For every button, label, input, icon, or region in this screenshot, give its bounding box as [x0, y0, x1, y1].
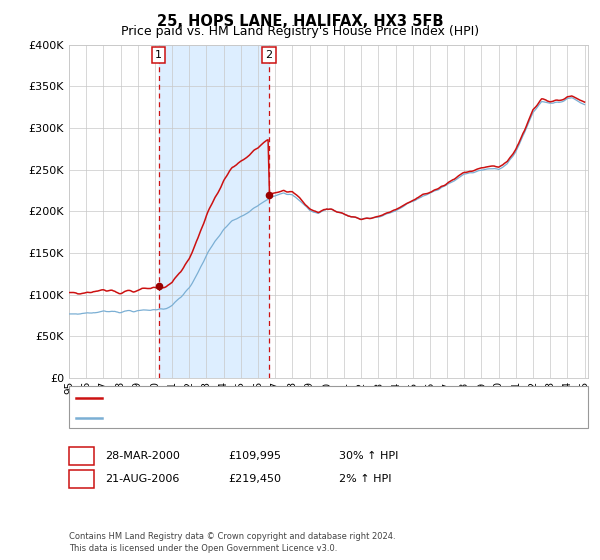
- Text: 1: 1: [78, 451, 85, 461]
- Bar: [159, 45, 269, 378]
- Text: 21-AUG-2006: 21-AUG-2006: [105, 474, 179, 484]
- Text: HPI: Average price, detached house, Calderdale: HPI: Average price, detached house, Cald…: [106, 413, 355, 423]
- Text: £219,450: £219,450: [228, 474, 281, 484]
- Text: 25, HOPS LANE, HALIFAX, HX3 5FB (detached house): 25, HOPS LANE, HALIFAX, HX3 5FB (detache…: [106, 393, 381, 403]
- Text: 28-MAR-2000: 28-MAR-2000: [105, 451, 180, 461]
- Text: 2% ↑ HPI: 2% ↑ HPI: [339, 474, 391, 484]
- Text: £109,995: £109,995: [228, 451, 281, 461]
- Text: 1: 1: [155, 50, 162, 60]
- Text: 25, HOPS LANE, HALIFAX, HX3 5FB: 25, HOPS LANE, HALIFAX, HX3 5FB: [157, 14, 443, 29]
- Text: 2: 2: [78, 474, 85, 484]
- Text: 30% ↑ HPI: 30% ↑ HPI: [339, 451, 398, 461]
- Text: Price paid vs. HM Land Registry's House Price Index (HPI): Price paid vs. HM Land Registry's House …: [121, 25, 479, 38]
- Text: 2: 2: [265, 50, 272, 60]
- Text: Contains HM Land Registry data © Crown copyright and database right 2024.
This d: Contains HM Land Registry data © Crown c…: [69, 532, 395, 553]
